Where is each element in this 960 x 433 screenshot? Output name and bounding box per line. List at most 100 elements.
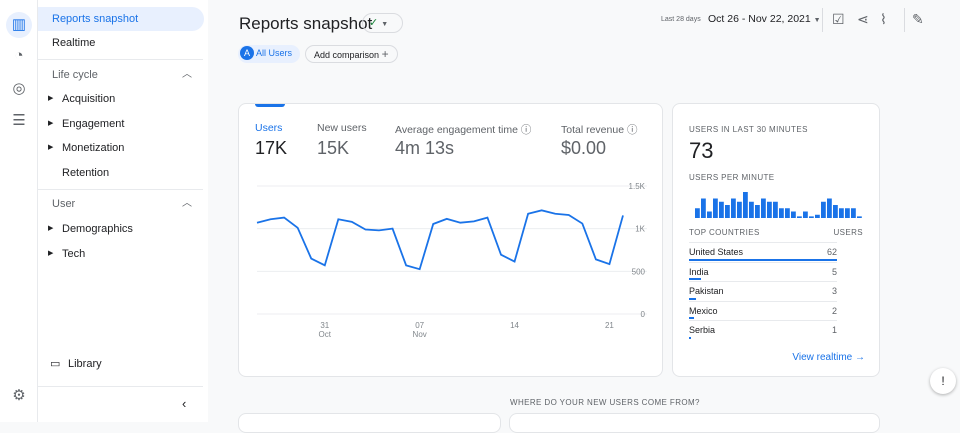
- country-row: Serbia 1: [689, 320, 837, 340]
- sidebar-item-monetization[interactable]: ▶ Monetization: [38, 136, 204, 160]
- minute-bar: [827, 198, 832, 218]
- sidebar-item-reports-snapshot[interactable]: Reports snapshot: [38, 7, 204, 31]
- feedback-icon[interactable]: !: [930, 368, 956, 394]
- y-tick-label: 0: [641, 310, 646, 319]
- section-label: User: [52, 198, 76, 210]
- edit-pencil-icon[interactable]: ✎: [912, 11, 924, 27]
- label: Engagement: [62, 118, 125, 130]
- minute-bar: [815, 214, 820, 218]
- caret-down-icon: ▼: [381, 21, 389, 28]
- realtime-card: USERS IN LAST 30 MINUTES 73 USERS PER MI…: [672, 103, 880, 377]
- sidebar-section-life-cycle[interactable]: Life cycle ︿: [38, 63, 204, 87]
- x-tick-label: 07: [415, 321, 424, 330]
- arrow-right-icon: →: [855, 352, 865, 363]
- label: Library: [68, 358, 102, 370]
- minute-bar: [749, 201, 754, 218]
- status-dropdown[interactable]: ✓ ▼: [362, 13, 403, 33]
- metric-label: Average engagement time: [395, 124, 518, 136]
- users-header: USERS: [833, 228, 863, 237]
- y-tick-label: 1K: [635, 225, 645, 234]
- metric-label: Total revenue: [561, 124, 625, 136]
- minute-bar: [851, 208, 856, 218]
- minute-bar: [761, 198, 766, 218]
- minute-bar: [743, 192, 748, 218]
- date-range-picker[interactable]: Oct 26 - Nov 22, 2021 ▼: [708, 13, 821, 25]
- country-users: 1: [831, 325, 837, 335]
- x-tick-sublabel: Oct: [319, 330, 332, 339]
- help-icon[interactable]: ⓘ: [520, 124, 532, 136]
- country-share-bar: [689, 317, 694, 319]
- minute-bar: [737, 201, 742, 218]
- chevron-up-icon: ︿: [182, 69, 192, 80]
- minute-bar: [731, 198, 736, 218]
- configure-icon[interactable]: ☰: [12, 112, 26, 129]
- sidebar-item-demographics[interactable]: ▶ Demographics: [38, 217, 204, 241]
- caret-right-icon: ▶: [48, 250, 54, 257]
- y-tick-label: 1.5K: [629, 182, 646, 191]
- date-prefix: Last 28 days: [661, 16, 701, 23]
- chevron-up-icon: ︿: [182, 198, 192, 209]
- plus-icon: +: [381, 47, 389, 61]
- sidebar-section-user[interactable]: User ︿: [38, 192, 204, 216]
- share-icon[interactable]: ⋖: [857, 11, 869, 27]
- reports-icon[interactable]: ▥: [6, 12, 32, 38]
- sidebar-item-realtime[interactable]: Realtime: [52, 37, 96, 49]
- minute-bar: [821, 201, 826, 218]
- users-series-line: [256, 209, 624, 271]
- check-circle-icon: ✓: [369, 17, 379, 29]
- minute-bar: [803, 211, 808, 218]
- insights-icon[interactable]: ⌇: [880, 11, 887, 27]
- caret-down-icon: ▼: [813, 17, 821, 24]
- minute-bar: [809, 216, 814, 218]
- sidebar: Reports snapshot Realtime Life cycle ︿ ▶ A…: [38, 0, 208, 422]
- metric-label: Users: [255, 122, 283, 134]
- country-share-bar: [689, 258, 837, 261]
- help-icon[interactable]: ⓘ: [626, 124, 638, 136]
- sidebar-item-retention[interactable]: Retention: [62, 167, 110, 179]
- x-tick-sublabel: Nov: [413, 330, 427, 339]
- label: Acquisition: [62, 93, 116, 105]
- sidebar-item-acquisition[interactable]: ▶ Acquisition: [38, 87, 204, 111]
- minute-bar: [695, 208, 700, 218]
- minute-bar: [845, 208, 850, 218]
- realtime-title: USERS IN LAST 30 MINUTES: [689, 125, 808, 134]
- minute-bar: [839, 208, 844, 218]
- minute-bar: [701, 198, 706, 218]
- country-users: 5: [831, 266, 837, 277]
- x-tick-label: 14: [510, 321, 519, 330]
- sidebar-item-engagement[interactable]: ▶ Engagement: [38, 112, 204, 136]
- customize-report-icon[interactable]: ☑: [832, 11, 845, 27]
- sidebar-item-library[interactable]: ▭ Library: [38, 352, 204, 376]
- segment-letter: A: [240, 46, 254, 60]
- countries-header: TOP COUNTRIES: [689, 228, 760, 237]
- label: Monetization: [62, 142, 125, 154]
- country-users: 3: [831, 286, 837, 296]
- country-share-bar: [689, 336, 692, 339]
- country-users: 62: [826, 247, 837, 257]
- country-row: India 5: [689, 261, 837, 282]
- country-name: Pakistan: [689, 286, 724, 296]
- minute-bar: [707, 211, 712, 218]
- page-title: Reports snapshot: [239, 14, 373, 33]
- explore-icon[interactable]: ◔: [14, 47, 24, 64]
- label: View realtime: [792, 352, 853, 363]
- view-realtime-link[interactable]: View realtime →: [792, 352, 865, 363]
- advertising-icon[interactable]: ◎: [12, 80, 26, 97]
- add-comparison-button[interactable]: Add comparison +: [305, 45, 398, 63]
- card-new-users-campaign: [509, 413, 880, 433]
- minute-bar: [779, 208, 784, 218]
- country-name: India: [689, 266, 709, 277]
- minute-bar: [797, 216, 802, 218]
- users-per-minute-bars: [695, 192, 862, 218]
- minute-bar: [791, 211, 796, 218]
- folder-icon: ▭: [50, 358, 61, 370]
- sidebar-item-tech[interactable]: ▶ Tech: [38, 242, 204, 266]
- minute-bar: [719, 201, 724, 218]
- realtime-value: 73: [689, 138, 714, 163]
- x-tick-label: 21: [605, 321, 614, 330]
- segment-chip-all-users[interactable]: A All Users: [238, 45, 301, 63]
- collapse-chevron-left-icon[interactable]: ‹: [182, 396, 187, 411]
- minute-bar: [773, 201, 778, 218]
- settings-gear-icon[interactable]: ⚙: [12, 387, 26, 404]
